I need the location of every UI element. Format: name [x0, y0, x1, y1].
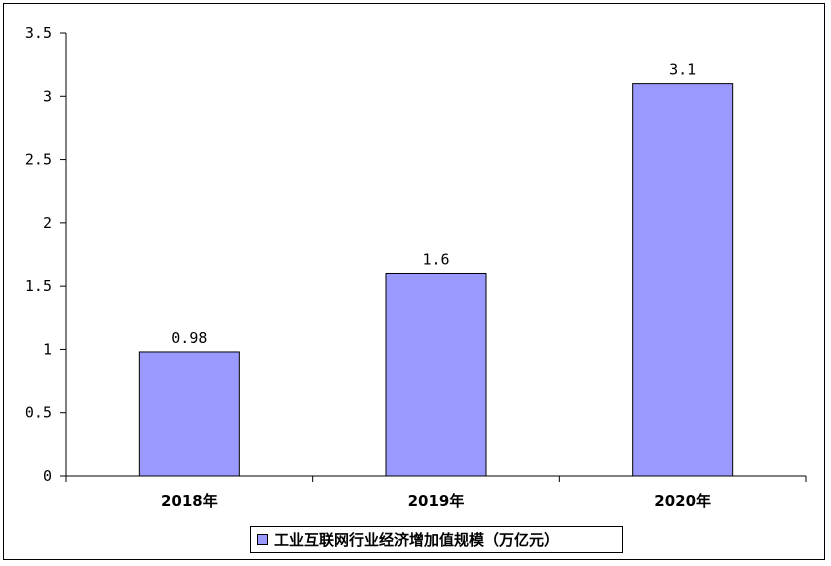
y-tick-label: 3 — [43, 87, 52, 105]
legend-swatch — [257, 534, 268, 545]
y-tick-label: 2 — [43, 214, 52, 232]
bar — [385, 272, 487, 477]
x-axis-ticks: 2018年 2019年 2020年 — [65, 476, 807, 510]
y-axis-ticks: 0 0.5 1 1.5 2 2.5 3 3.5 — [25, 24, 66, 485]
legend: 工业互联网行业经济增加值规模（万亿元） — [250, 526, 623, 553]
x-tick-label: 2019年 — [408, 492, 465, 510]
y-tick-label: 1 — [43, 340, 52, 358]
bar-value-label: 1.6 — [422, 250, 449, 268]
y-tick-label: 1.5 — [25, 277, 52, 295]
y-tick-label: 2.5 — [25, 151, 52, 169]
bar-value-label: 0.98 — [171, 329, 207, 347]
bars: 0.98 1.6 3.1 — [138, 61, 734, 477]
y-tick-label: 0 — [43, 467, 52, 485]
x-tick-label: 2020年 — [654, 492, 711, 510]
y-tick-label: 0.5 — [25, 404, 52, 422]
bar — [138, 351, 240, 477]
legend-label: 工业互联网行业经济增加值规模（万亿元） — [274, 531, 560, 549]
y-tick-label: 3.5 — [25, 24, 52, 42]
bar-value-label: 3.1 — [669, 61, 696, 79]
bar — [632, 83, 734, 477]
x-tick-label: 2018年 — [161, 492, 218, 510]
